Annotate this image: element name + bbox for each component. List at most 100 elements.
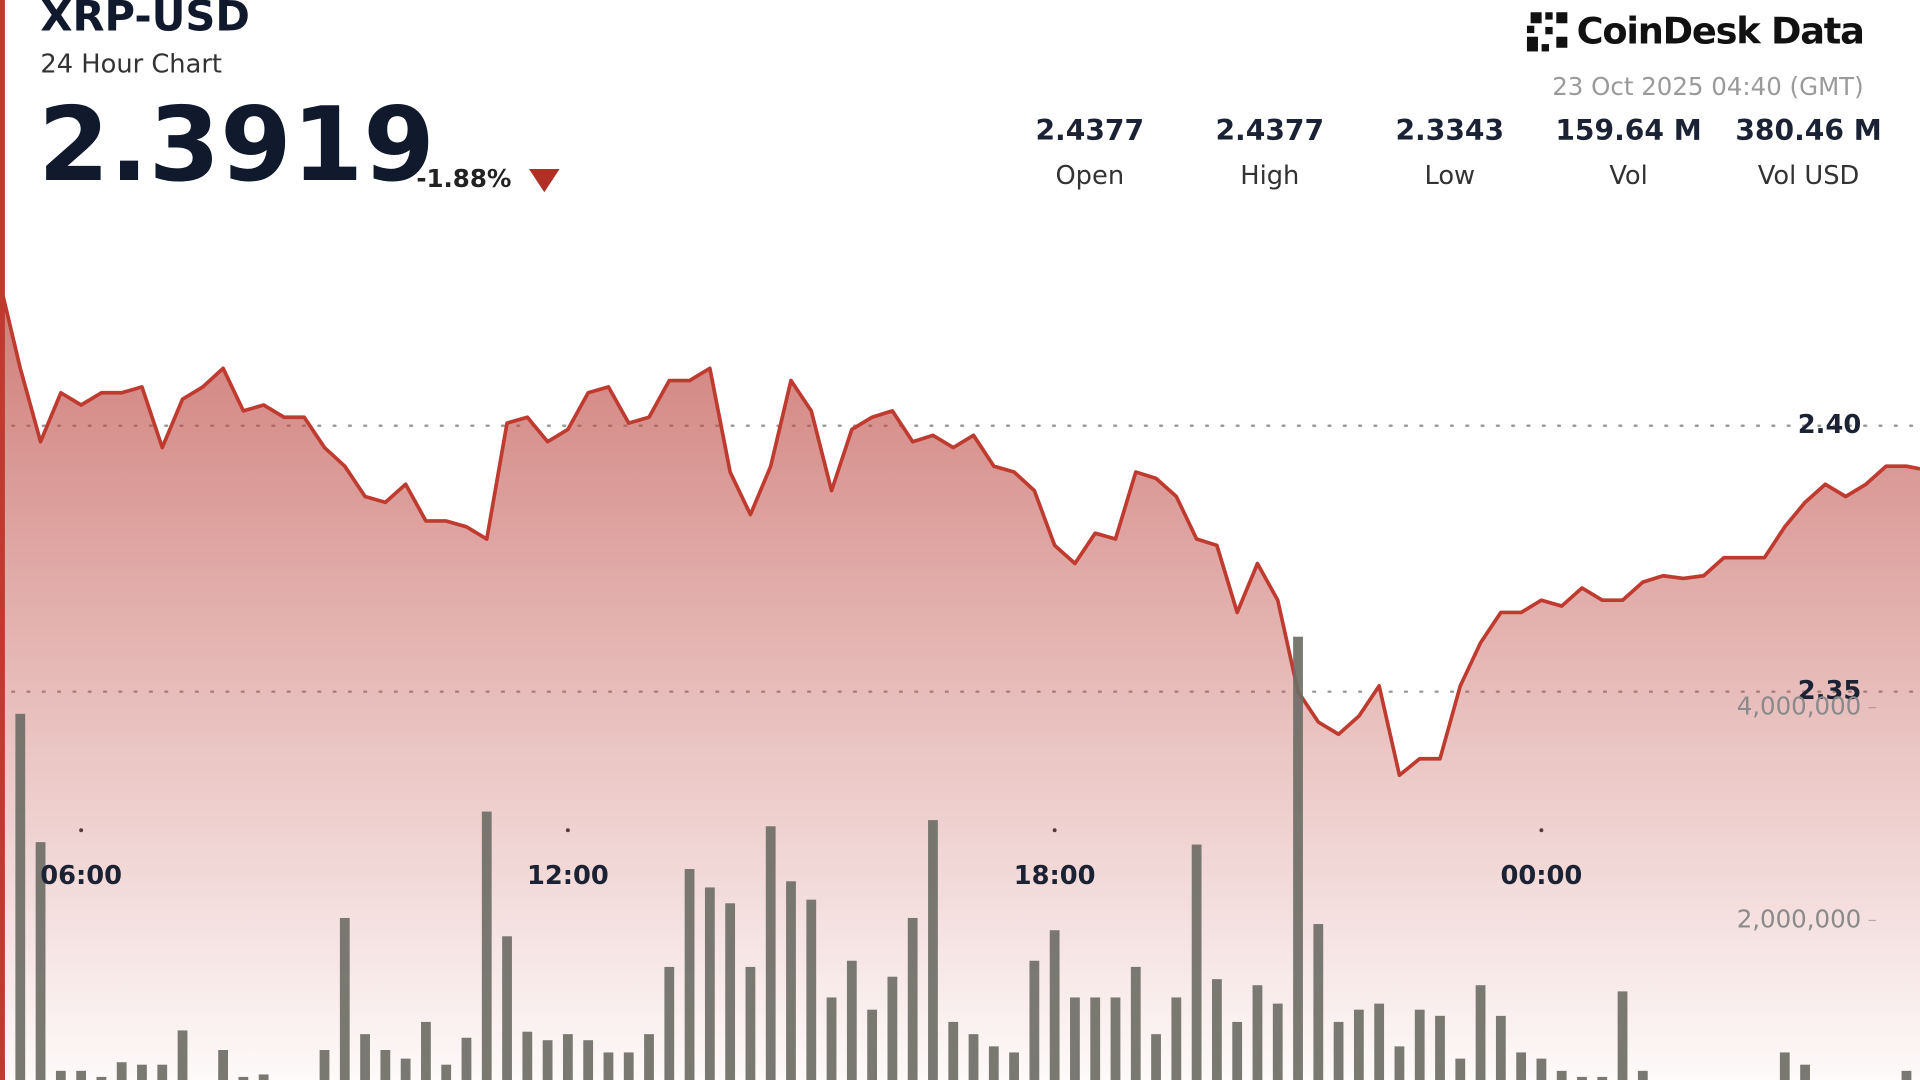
volume-bar	[1374, 1003, 1385, 1080]
volume-bar	[988, 1046, 999, 1080]
volume-bar	[1779, 1052, 1790, 1080]
volume-bar	[116, 1062, 127, 1080]
volume-bar	[1151, 1034, 1161, 1080]
volume-bar	[1577, 1076, 1587, 1080]
volume-bar	[644, 1034, 654, 1080]
volume-bar	[441, 1064, 452, 1080]
price-line	[0, 282, 1920, 778]
volume-bar	[968, 1034, 979, 1080]
brand-logo	[1526, 12, 1568, 52]
volume-bar	[806, 899, 817, 1080]
volume-bar	[1171, 997, 1182, 1080]
brand: CoinDesk Data	[1577, 10, 1864, 53]
volume-bar	[481, 811, 492, 1080]
y-tick-label: 2.35	[1798, 676, 1861, 706]
axis-labels: 2.35 2.40 2,000,000 4,000,000 06:00 12:00 18:0…	[40, 410, 1861, 933]
volume-bar	[258, 1074, 269, 1080]
volume-bar	[1110, 997, 1121, 1080]
left-accent	[0, 0, 5, 1080]
volume-bar	[137, 1064, 147, 1080]
volume-bar	[907, 917, 918, 1080]
stats: 2.4377 Open 2.4377 High 2.3343 Low 159.64 M Vol…	[1035, 114, 1881, 191]
stat-label: Vol USD	[1758, 161, 1860, 191]
volume-bar	[177, 1030, 188, 1080]
y-tick-label: 2.40	[1798, 410, 1861, 440]
volume-bar	[319, 1050, 330, 1080]
volume-bar	[1049, 930, 1060, 1080]
volume-bar	[745, 966, 756, 1080]
timestamp: 23 Oct 2025 04:40 (GMT)	[1552, 72, 1863, 101]
volume-bar	[1536, 1058, 1547, 1080]
volume-bar	[1455, 1058, 1466, 1080]
volume-bar	[562, 1034, 573, 1080]
volume-bar	[684, 869, 695, 1080]
volume-bar	[238, 1076, 249, 1080]
volume-bar	[360, 1034, 370, 1080]
volume-bar	[948, 1021, 959, 1080]
stat-value: 380.46 M	[1735, 114, 1881, 147]
volume-bar	[1414, 1009, 1425, 1080]
volume-bar	[1617, 991, 1628, 1080]
volume-bar	[1637, 1070, 1648, 1080]
volume-bar	[15, 713, 26, 1080]
volume-bar	[1353, 1009, 1364, 1080]
volume-bar	[826, 997, 837, 1080]
volume-bar	[1029, 960, 1040, 1080]
x-tick-label: 12:00	[527, 861, 609, 891]
volume-bar	[725, 903, 736, 1080]
volume-bar	[664, 966, 675, 1080]
volume-bar	[542, 1040, 553, 1080]
stat-label: High	[1240, 161, 1299, 191]
volume-bar	[1435, 1015, 1445, 1080]
volume-bar	[522, 1031, 533, 1080]
price-area	[0, 283, 1920, 1080]
y2-tick-label: 2,000,000	[1737, 904, 1862, 933]
stat-value: 159.64 M	[1555, 114, 1701, 147]
volume-bar	[704, 887, 715, 1080]
volume-bar	[1394, 1046, 1405, 1080]
volume-bar	[1556, 1070, 1567, 1080]
price-change: -1.88%	[416, 164, 511, 193]
stat-value: 2.3343	[1395, 114, 1504, 147]
volume-bar	[928, 820, 938, 1080]
volume-bar	[1252, 985, 1263, 1080]
volume-bar	[1800, 1064, 1810, 1080]
volume-bar	[1070, 997, 1080, 1080]
volume-bar	[1212, 979, 1222, 1080]
subtitle: 24 Hour Chart	[40, 49, 222, 79]
volume-bar	[35, 842, 46, 1080]
x-tick-label: 18:00	[1014, 861, 1096, 891]
stat-value: 2.4377	[1215, 114, 1324, 147]
volume-bar	[583, 1040, 594, 1080]
symbol: XRP-USD	[40, 0, 250, 41]
volume-bar	[1597, 1076, 1608, 1080]
volume-bar	[421, 1021, 431, 1080]
down-arrow	[528, 168, 560, 193]
volume-bar	[603, 1052, 614, 1080]
series	[0, 282, 1920, 1080]
volume-bar	[400, 1058, 411, 1080]
stat-value: 2.4377	[1035, 114, 1144, 147]
volume-bar	[1191, 844, 1202, 1080]
volume-bar	[1090, 997, 1101, 1080]
volume-bar	[1901, 1070, 1912, 1080]
volume-bar	[339, 917, 350, 1080]
volume-bar	[76, 1070, 87, 1080]
volume-bar	[1009, 1052, 1019, 1080]
volume-bar	[55, 1070, 66, 1080]
volume-bar	[786, 881, 796, 1080]
volume-bar	[1495, 1015, 1506, 1080]
volume-bar	[765, 826, 776, 1080]
volume-bar	[1272, 1003, 1283, 1080]
volume-bar	[96, 1076, 107, 1080]
volume-bar	[1293, 636, 1303, 1080]
volume-bar	[623, 1052, 634, 1080]
price: 2.3919	[38, 86, 435, 205]
x-tick-label: 00:00	[1500, 861, 1582, 891]
stat-label: Open	[1055, 161, 1124, 191]
volume-bar	[846, 960, 857, 1080]
volume-bar	[887, 976, 898, 1080]
y2-tick-label: 4,000,000	[1737, 692, 1862, 721]
plot-area: 2.35 2.40 2,000,000 4,000,000 06:00 12:00 18:0…	[0, 282, 1920, 1080]
